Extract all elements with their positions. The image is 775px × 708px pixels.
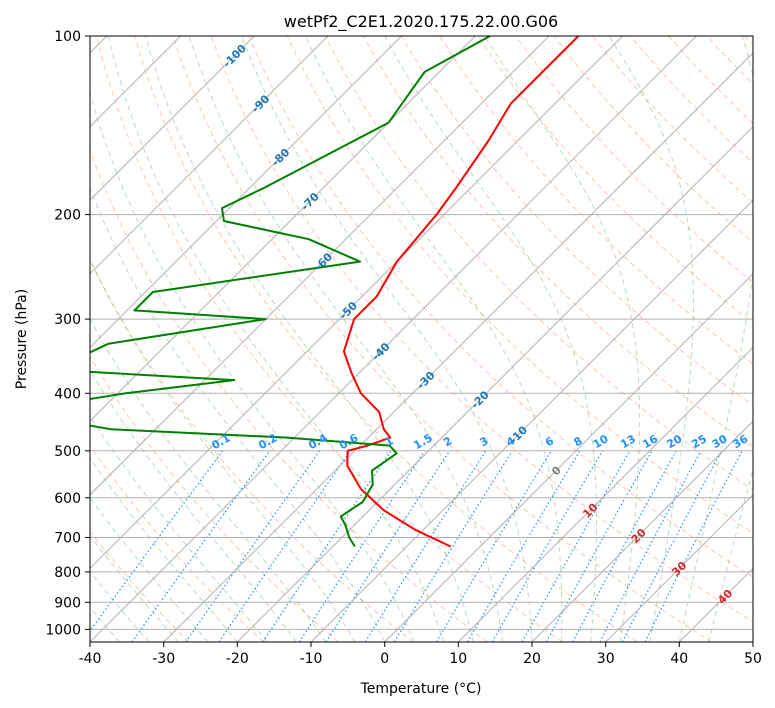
y-tick-label: 700 <box>54 531 81 547</box>
mixing-ratio-line <box>364 450 487 642</box>
isotherm-line <box>605 494 753 642</box>
dry-adiabat-line <box>362 36 753 448</box>
mixing-ratio-line <box>90 450 224 632</box>
x-tick-label: 10 <box>449 651 467 667</box>
isotherm-line <box>752 641 753 642</box>
y-tick-label: 900 <box>54 595 81 611</box>
x-tick-label: 20 <box>523 651 541 667</box>
mixing-ratio-line <box>435 450 552 642</box>
moist-adiabat-line <box>90 258 356 642</box>
moist-adiabat-line <box>188 36 503 642</box>
moist-adiabat-line <box>90 415 268 642</box>
dry-adiabat-line <box>90 445 264 642</box>
axis-ticks: -40 -30 -20 -10 0 10 20 30 40 50 100 200 300 400 500 60… <box>45 29 762 667</box>
background-reference-lines <box>90 36 753 642</box>
dry-adiabat-line <box>90 355 339 642</box>
mixing-ratio-line <box>185 450 321 642</box>
moist-adiabat-line <box>90 186 386 642</box>
sounding-profiles <box>90 36 580 548</box>
mixing-ratio-line <box>644 450 743 642</box>
dry-adiabat-line <box>248 36 753 578</box>
moist-adiabat-line <box>90 369 297 642</box>
x-tick-label: 0 <box>380 651 389 667</box>
y-tick-label: 200 <box>54 208 81 224</box>
y-axis-label: Pressure (hPa) <box>14 289 30 389</box>
x-axis-label: Temperature (°C) <box>360 681 482 697</box>
grid-lines <box>90 36 753 642</box>
isotherm-line <box>310 199 753 642</box>
temperature-profile-line <box>342 36 580 548</box>
x-tick-label: -40 <box>79 651 102 667</box>
moist-adiabat-line <box>241 36 533 642</box>
x-tick-label: -30 <box>152 651 175 667</box>
mixing-ratio-line <box>572 450 677 642</box>
plot-background <box>90 36 753 642</box>
plot-frame <box>89 35 754 643</box>
isotherm-line <box>90 36 550 496</box>
moist-adiabat-line <box>384 36 597 642</box>
y-tick-label: 800 <box>54 565 81 581</box>
isotherm-line <box>90 36 255 201</box>
isotherm-line <box>236 125 753 642</box>
dry-adiabat-line <box>90 148 488 642</box>
mixing-ratio-line <box>298 450 426 642</box>
isotherm-line <box>90 36 697 642</box>
moist-adiabat-line <box>90 497 209 642</box>
isotherm-line <box>163 52 753 642</box>
dry-adiabat-line <box>90 530 190 642</box>
y-tick-label: 100 <box>54 29 81 45</box>
isotherm-line <box>457 346 753 642</box>
chart-title: wetPf2_C2E1.2020.175.22.00.G06 <box>284 12 558 32</box>
isotherm-line <box>90 36 623 570</box>
mixing-ratio-line <box>325 450 451 642</box>
dry-adiabat-line <box>172 36 712 642</box>
dry-adiabat-line <box>515 36 753 284</box>
y-tick-label: 400 <box>54 386 81 402</box>
isotherm-line <box>90 36 402 349</box>
isotherm-line <box>90 36 329 275</box>
moist-adiabat-line <box>90 457 238 642</box>
mixing-ratio-line <box>599 450 702 642</box>
isotherm-line <box>384 273 753 642</box>
dry-adiabat-line <box>210 36 753 623</box>
x-tick-label: 40 <box>670 651 688 667</box>
y-tick-label: 600 <box>54 491 81 507</box>
dry-adiabat-line <box>401 36 753 407</box>
mixing-ratio-line <box>545 450 653 642</box>
mixing-ratio-line <box>521 450 631 642</box>
x-tick-label: -10 <box>300 651 323 667</box>
x-tick-label: -20 <box>226 651 249 667</box>
moist-adiabat-line <box>608 36 695 642</box>
mixing-ratio-line <box>262 450 392 642</box>
mixing-ratio-line <box>218 450 351 642</box>
y-tick-label: 300 <box>54 312 81 328</box>
dry-adiabat-line <box>134 36 638 642</box>
isotherm-line <box>531 420 753 642</box>
moist-adiabat-line <box>90 534 179 642</box>
isotherm-line <box>90 36 476 422</box>
moist-adiabat-line <box>145 36 474 642</box>
x-tick-label: 30 <box>597 651 615 667</box>
x-tick-label: 50 <box>744 651 762 667</box>
y-tick-label: 500 <box>54 444 81 460</box>
moist-adiabat-line <box>305 36 563 642</box>
moist-adiabat-line <box>108 36 445 642</box>
mixing-ratio-line <box>131 450 271 642</box>
moist-adiabat-line <box>484 36 641 642</box>
y-tick-label: 1000 <box>45 622 81 638</box>
dewpoint-profile-line <box>90 36 491 548</box>
